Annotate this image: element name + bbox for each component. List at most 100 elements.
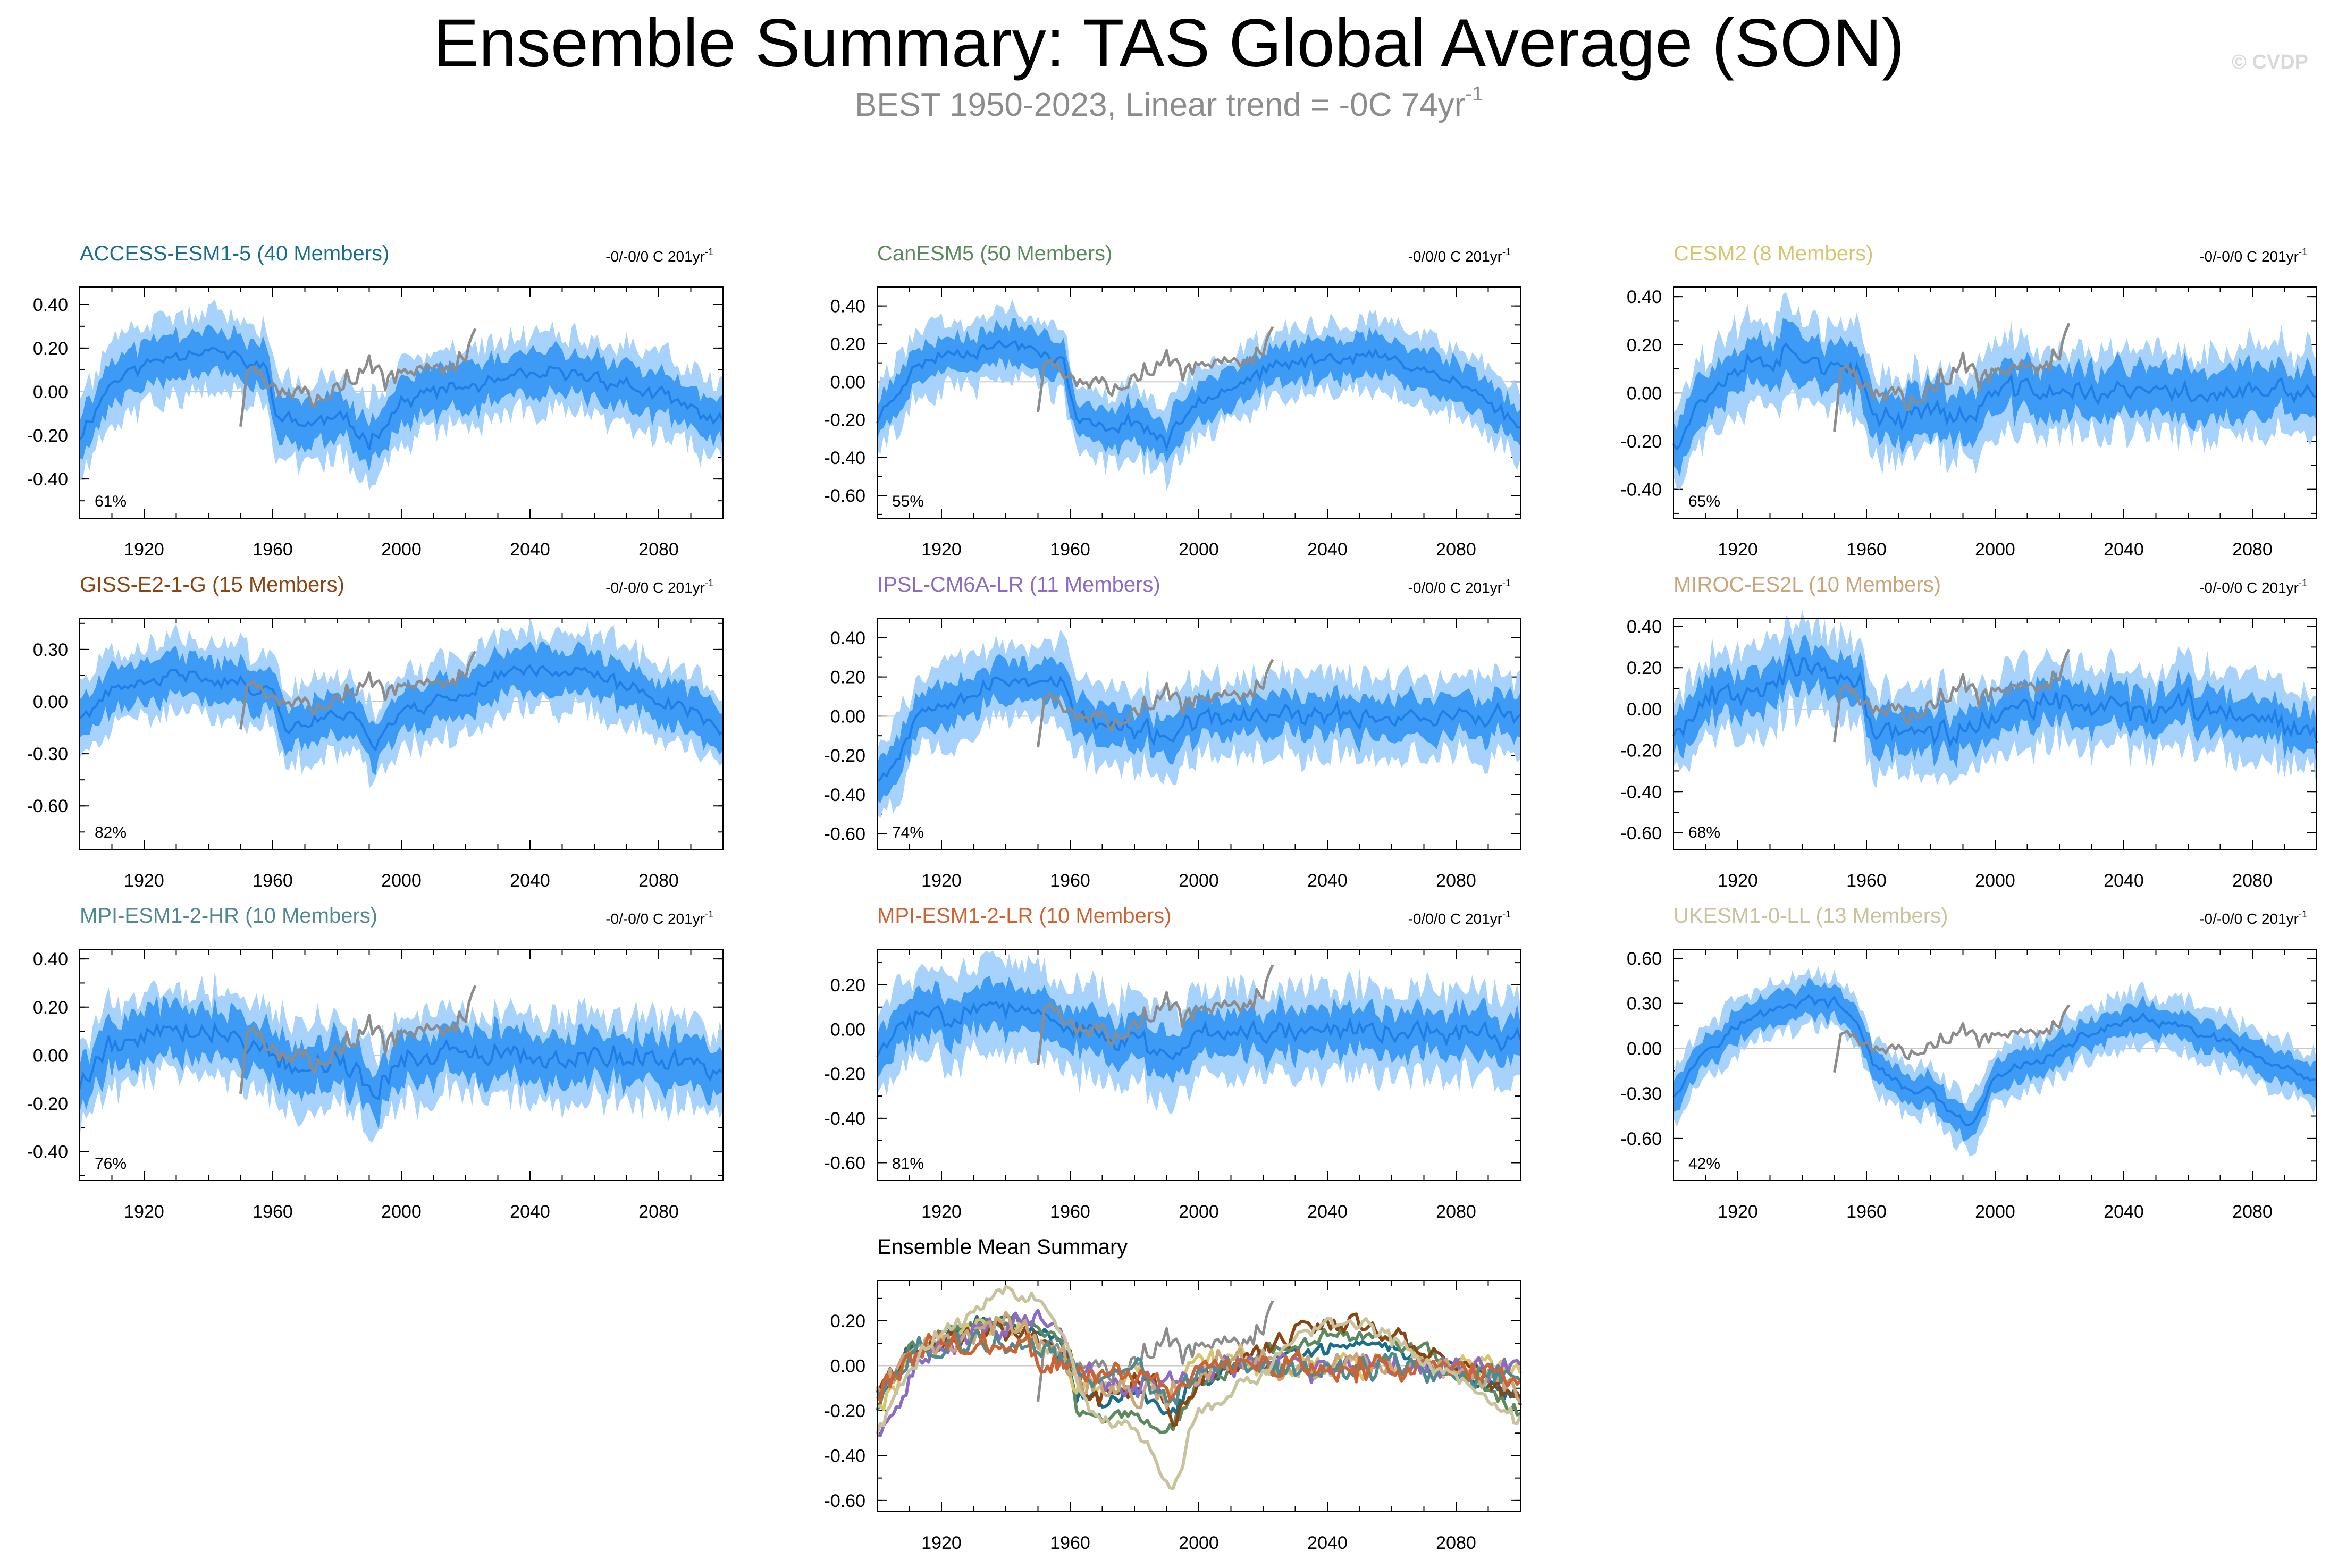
ukesm1-0-ll-xtick-label: 2000 <box>1975 1202 2015 1222</box>
ipsl-cm6a-lr-ytick-label: 0.00 <box>830 706 865 727</box>
mpi-esm1-2-lr-trend-label: -0/0/0 C 201yr-1 <box>1408 909 1511 927</box>
canesm5-trend-label: -0/0/0 C 201yr-1 <box>1408 247 1511 265</box>
access-esm1-5-trend-label: -0/-0/0 C 201yr-1 <box>605 247 713 265</box>
mpi-esm1-2-lr-xtick-label: 1960 <box>1050 1202 1090 1222</box>
ukesm1-0-ll-outer-envelope <box>1673 966 2317 1156</box>
ukesm1-0-ll-ytick-label: 0.60 <box>1627 949 1662 969</box>
page-subtitle: BEST 1950-2023, Linear trend = -0C 74yr-… <box>0 83 2338 124</box>
mpi-esm1-2-lr-observations-line <box>1037 964 1274 1065</box>
ukesm1-0-ll-xtick-label: 1960 <box>1846 1202 1887 1222</box>
mpi-esm1-2-lr-ytick-label: 0.00 <box>830 1020 865 1040</box>
ipsl-cm6a-lr-ytick-label: -0.40 <box>825 785 866 805</box>
ipsl-cm6a-lr-percent-label: 74% <box>892 824 924 841</box>
mpi-esm1-2-hr-ytick-label: -0.20 <box>27 1094 69 1114</box>
access-esm1-5-ensemble-mean-line <box>79 347 724 450</box>
canesm5-ensemble-mean-line <box>876 340 1521 452</box>
miroc-es2l-xtick-label: 2040 <box>2104 871 2144 891</box>
giss-e2-1-g-ytick-label: 0.30 <box>33 640 68 660</box>
mpi-esm1-2-hr-ytick-label: -0.40 <box>27 1142 69 1162</box>
access-esm1-5-title: ACCESS-ESM1-5 (40 Members) <box>80 242 389 265</box>
miroc-es2l-ytick-label: 0.40 <box>1627 617 1662 637</box>
ensemble-mean-summary-title: Ensemble Mean Summary <box>877 1235 1128 1259</box>
subtitle-text: BEST 1950-2023, Linear trend = -0C 74yr <box>854 87 1466 123</box>
cesm2-trend-exponent: -1 <box>2299 247 2307 257</box>
ukesm1-0-ll-inner-envelope <box>1673 977 2317 1141</box>
miroc-es2l-ytick-label: 0.00 <box>1627 699 1662 720</box>
canesm5-xtick-label: 1920 <box>921 539 962 560</box>
ensemble-mean-summary-xtick-label: 1920 <box>921 1533 962 1553</box>
canesm5-xtick-label: 2040 <box>1307 539 1348 560</box>
giss-e2-1-g-ytick-label: -0.30 <box>27 744 69 764</box>
mpi-esm1-2-lr-ensemble-mean-line <box>876 1000 1521 1061</box>
mpi-esm1-2-lr-ytick-label: -0.40 <box>825 1109 866 1129</box>
access-esm1-5-ytick-label: 0.40 <box>33 295 68 315</box>
canesm5-ytick-label: 0.40 <box>830 297 865 317</box>
ipsl-cm6a-lr-observations-line <box>1037 659 1274 748</box>
miroc-es2l-xtick-label: 2000 <box>1975 871 2015 891</box>
ensemble-mean-summary-xtick-label: 1960 <box>1050 1533 1090 1553</box>
mpi-esm1-2-hr-xtick-label: 2000 <box>381 1202 422 1222</box>
cesm2-xtick-label: 2000 <box>1975 539 2015 560</box>
miroc-es2l-xtick-label: 1960 <box>1846 871 1887 891</box>
mpi-esm1-2-lr-percent-label: 81% <box>892 1155 924 1173</box>
access-esm1-5-xtick-label: 2000 <box>381 539 422 560</box>
canesm5-xtick-label: 2000 <box>1179 539 1219 560</box>
ensemble-mean-summary-frame <box>877 1280 1521 1512</box>
panel-ukesm1-0-ll: UKESM1-0-LL (13 Members) -0/-0/0 C 201yr-… <box>1621 904 2317 1222</box>
mpi-esm1-2-hr-xtick-label: 2080 <box>638 1202 679 1222</box>
ukesm1-0-ll-trend-label: -0/-0/0 C 201yr-1 <box>2199 909 2307 927</box>
mpi-esm1-2-lr-trend-exponent: -1 <box>1502 909 1511 920</box>
panel-ensemble-mean-summary: Ensemble Mean Summary 1920 1960 2000 2040 208… <box>825 1235 1522 1553</box>
ensemble-mean-summary-ytick-label: -0.40 <box>825 1446 866 1466</box>
ipsl-cm6a-lr-ytick-label: 0.20 <box>830 668 865 688</box>
ipsl-cm6a-lr-title: IPSL-CM6A-LR (11 Members) <box>877 573 1160 596</box>
ipsl-cm6a-lr-xtick-label: 1960 <box>1050 871 1090 891</box>
ipsl-cm6a-lr-ensemble-mean-line <box>876 675 1521 783</box>
ipsl-cm6a-lr-ytick-label: -0.60 <box>825 824 866 845</box>
mpi-esm1-2-hr-trend-label: -0/-0/0 C 201yr-1 <box>605 909 713 927</box>
miroc-es2l-outer-envelope <box>1673 610 2317 790</box>
ensemble-mean-summary-ytick-label: -0.20 <box>825 1401 866 1421</box>
mpi-esm1-2-hr-ensemble-mean-line <box>79 1021 724 1100</box>
cesm2-ytick-label: -0.20 <box>1621 432 1662 452</box>
giss-e2-1-g-xtick-label: 2040 <box>510 871 550 891</box>
mpi-esm1-2-hr-ytick-label: 0.40 <box>33 949 68 970</box>
giss-e2-1-g-xtick-label: 1920 <box>124 871 164 891</box>
ipsl-cm6a-lr-xtick-label: 2040 <box>1307 871 1348 891</box>
ensemble-mean-summary-ytick-label: -0.60 <box>825 1491 866 1511</box>
access-esm1-5-ytick-label: 0.20 <box>33 339 68 359</box>
access-esm1-5-observations-line <box>239 328 477 427</box>
miroc-es2l-xtick-label: 1920 <box>1718 871 1758 891</box>
subtitle-exponent: -1 <box>1465 83 1484 105</box>
canesm5-ytick-label: -0.60 <box>825 486 866 506</box>
ukesm1-0-ll-ytick-label: -0.30 <box>1621 1084 1662 1104</box>
ipsl-cm6a-lr-trend-exponent: -1 <box>1502 578 1511 588</box>
panel-ipsl-cm6a-lr: IPSL-CM6A-LR (11 Members) -0/0/0 C 201yr-… <box>825 573 1521 891</box>
giss-e2-1-g-xtick-label: 2000 <box>381 871 422 891</box>
mpi-esm1-2-hr-ytick-label: 0.20 <box>33 998 68 1018</box>
page-title: Ensemble Summary: TAS Global Average (SO… <box>433 5 1905 81</box>
mpi-esm1-2-lr-ytick-label: -0.20 <box>825 1064 866 1084</box>
mpi-esm1-2-hr-inner-envelope <box>80 996 723 1130</box>
giss-e2-1-g-observations-line <box>239 651 477 730</box>
cesm2-xtick-label: 2080 <box>2232 539 2273 560</box>
ukesm1-0-ll-ensemble-mean-line <box>1672 994 2317 1127</box>
ukesm1-0-ll-xtick-label: 2040 <box>2104 1202 2144 1222</box>
ukesm1-0-ll-ytick-label: 0.30 <box>1627 994 1662 1014</box>
miroc-es2l-percent-label: 68% <box>1688 824 1720 841</box>
mpi-esm1-2-lr-xtick-label: 2080 <box>1436 1202 1476 1222</box>
access-esm1-5-xtick-label: 1960 <box>253 539 293 560</box>
access-esm1-5-xtick-label: 2080 <box>638 539 679 560</box>
ukesm1-0-ll-observations-line <box>1833 1004 2071 1073</box>
access-esm1-5-xtick-label: 1920 <box>124 539 164 560</box>
panel-mpi-esm1-2-lr: MPI-ESM1-2-LR (10 Members) -0/0/0 C 201yr… <box>825 904 1521 1222</box>
cesm2-percent-label: 65% <box>1688 493 1720 510</box>
cesm2-trend-label: -0/-0/0 C 201yr-1 <box>2199 247 2307 265</box>
cesm2-ytick-label: -0.40 <box>1621 480 1662 500</box>
access-esm1-5-percent-label: 61% <box>95 493 127 510</box>
mpi-esm1-2-hr-xtick-label: 1920 <box>124 1202 164 1222</box>
mpi-esm1-2-hr-title: MPI-ESM1-2-HR (10 Members) <box>80 904 377 928</box>
mpi-esm1-2-hr-ytick-label: 0.00 <box>33 1046 68 1066</box>
mpi-esm1-2-lr-ytick-label: -0.60 <box>825 1153 866 1174</box>
giss-e2-1-g-ytick-label: 0.00 <box>33 692 68 712</box>
